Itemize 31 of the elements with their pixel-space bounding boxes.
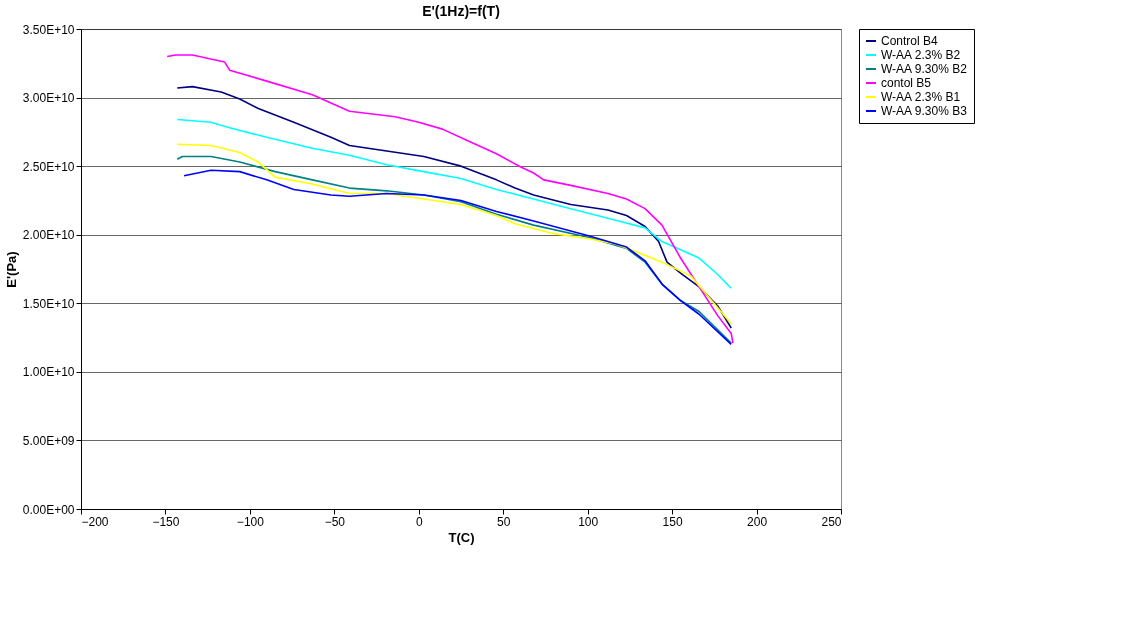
y-tick-label: 3.50E+10 — [22, 22, 75, 37]
line-series — [166, 54, 734, 344]
y-tick-label: 1.50E+10 — [22, 296, 75, 311]
y-tick-label: 0.00E+00 — [22, 502, 75, 517]
y-axis-title: E'(Pa) — [3, 251, 19, 288]
y-tick-label: 2.00E+10 — [22, 228, 75, 243]
legend-label: W-AA 2.3% B1 — [881, 90, 961, 104]
x-tick-label: 150 — [662, 514, 683, 529]
x-tick-label: 50 — [497, 514, 511, 529]
x-axis-title: T(C) — [448, 529, 475, 545]
line-series — [176, 85, 733, 329]
x-tick-label: 250 — [821, 514, 842, 529]
legend-label: Control B4 — [881, 34, 939, 48]
y-tick-label: 2.50E+10 — [22, 159, 75, 174]
x-tick-label: −50 — [324, 514, 346, 529]
legend-label: contol B5 — [881, 76, 932, 90]
y-tick-label: 1.00E+10 — [22, 365, 75, 380]
x-tick-label: 200 — [747, 514, 768, 529]
x-tick-label: −200 — [81, 514, 109, 529]
chart-title: E'(1Hz)=f(T) — [422, 3, 500, 19]
legend-label: W-AA 9.30% B3 — [881, 104, 968, 118]
y-tick-label: 3.00E+10 — [22, 91, 75, 106]
legend-label: W-AA 2.3% B2 — [881, 48, 961, 62]
line-series — [176, 143, 733, 325]
y-tick-label: 5.00E+09 — [22, 433, 75, 448]
line-series — [176, 118, 733, 289]
x-tick-label: 100 — [578, 514, 599, 529]
x-tick-label: −150 — [152, 514, 180, 529]
x-tick-label: 0 — [415, 514, 423, 529]
legend-label: W-AA 9.30% B2 — [881, 62, 968, 76]
x-tick-label: −100 — [236, 514, 265, 529]
